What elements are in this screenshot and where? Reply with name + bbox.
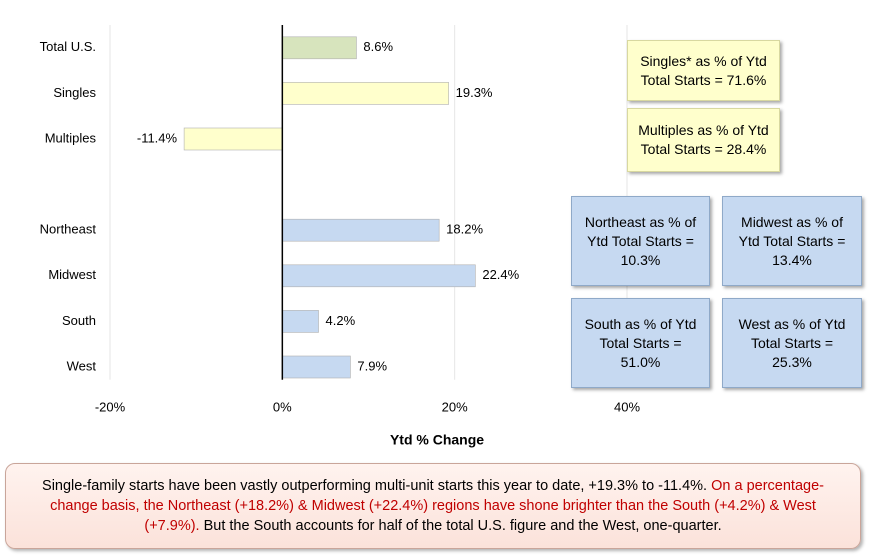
x-tick-label: 40%: [614, 399, 640, 414]
x-axis-label: Ytd % Change: [390, 432, 484, 448]
annotation-line: Multiples as % of Ytd: [638, 122, 769, 138]
annotation-box: South as % of Ytd Total Starts = 51.0%: [571, 298, 710, 388]
value-label: 18.2%: [446, 222, 483, 237]
value-label: -11.4%: [137, 130, 178, 145]
annotation-line: Total Starts = 28.4%: [640, 141, 767, 157]
annotation-line: Singles* as % of Ytd: [640, 52, 767, 69]
annotation-line: 13.4%: [772, 251, 812, 268]
annotation-box: Multiples as % of Ytd Total Starts = 28.4…: [627, 108, 780, 172]
annotation-line: 10.3%: [620, 251, 661, 268]
annotation-line: 51.0%: [620, 353, 661, 370]
annotation-line: Northeast as % of: [584, 213, 697, 230]
value-label: 22.4%: [482, 267, 519, 282]
note-text: Single-family starts have been vastly ou…: [26, 476, 840, 536]
value-label: 7.9%: [357, 358, 387, 373]
annotation-line: Midwest as % of: [741, 213, 843, 230]
bar: [183, 127, 283, 151]
note: Single-family starts have been vastly ou…: [5, 463, 861, 549]
bar: [282, 218, 440, 242]
y-tick-label: South: [62, 313, 96, 328]
y-tick-label: Northeast: [40, 222, 97, 237]
note-segment: On a percentage-change basis, the Northe…: [50, 478, 824, 534]
chart: -20% 0% 20% 40% Total U.S. 8.6% Singles 19.3% Mu…: [40, 25, 640, 448]
value-label: 19.3%: [456, 85, 493, 100]
annotation-box: Singles* as % of Ytd Total Starts = 71.6%: [627, 40, 780, 101]
y-tick-label: Total U.S.: [40, 39, 96, 54]
annotation-line: Ytd Total Starts =: [738, 232, 846, 249]
bar: [282, 310, 319, 333]
annotation-line: Ytd Total Starts =: [587, 232, 694, 249]
note-segment: Single-family starts have been vastly ou…: [42, 478, 708, 494]
annotation-line: Total Starts = 71.6%: [640, 71, 767, 88]
annotation-box: Northeast as % of Ytd Total Starts = 10.3%: [571, 196, 710, 286]
value-label: 8.6%: [363, 39, 393, 54]
y-tick-label: Multiples: [45, 130, 97, 145]
y-tick-label: Singles: [53, 85, 96, 100]
annotation-line: Total Starts =: [750, 334, 834, 351]
annotation-line: Total Starts =: [599, 334, 682, 351]
x-tick-label: 20%: [442, 399, 468, 414]
annotation-line: South as % of Ytd: [584, 315, 697, 332]
y-tick-label: Midwest: [48, 267, 96, 282]
value-label: 4.2%: [326, 313, 356, 328]
x-tick-label: -20%: [95, 399, 126, 414]
bar: [282, 264, 476, 288]
annotation-box: West as % of Ytd Total Starts = 25.3%: [722, 298, 862, 388]
annotation-line: 25.3%: [772, 353, 812, 370]
bar: [282, 82, 449, 105]
bar: [282, 36, 357, 60]
annotation-line: West as % of Ytd: [738, 315, 846, 332]
y-tick-label: West: [67, 358, 97, 373]
bar: [282, 355, 351, 379]
note-segment: But the South accounts for half of the t…: [203, 518, 722, 534]
annotation-box: Midwest as % of Ytd Total Starts = 13.4%: [722, 196, 862, 286]
x-tick-label: 0%: [273, 399, 292, 414]
